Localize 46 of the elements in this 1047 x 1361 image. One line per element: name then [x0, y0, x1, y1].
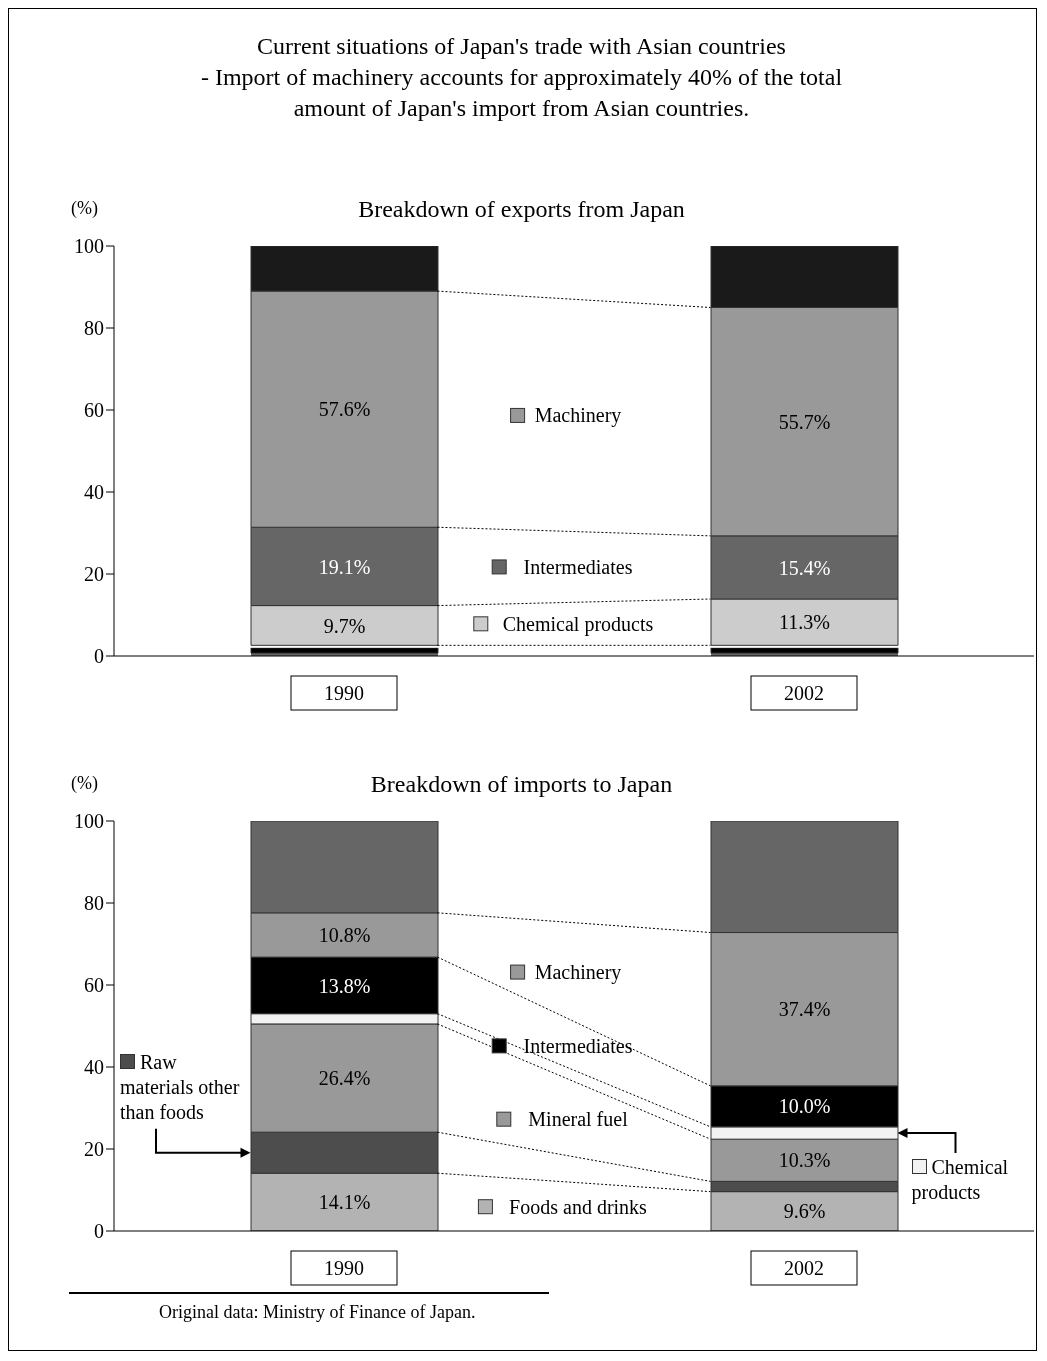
legend-label: Machinery: [534, 961, 622, 985]
data-label: 13.8%: [318, 974, 371, 997]
legend-label: Foods and drinks: [509, 1195, 648, 1218]
x-tick-label: 2002: [784, 682, 824, 704]
legend-label: Chemical products: [911, 1155, 1010, 1205]
y-tick-label: 20: [84, 1138, 104, 1161]
y-tick-label: 60: [84, 974, 104, 997]
data-label: 19.1%: [318, 555, 371, 578]
data-label: 10.8%: [318, 924, 371, 947]
text: Current situations of Japan's trade with Asian countries: [256, 32, 787, 61]
legend-label: Machinery: [534, 404, 622, 428]
data-label: 55.7%: [778, 410, 831, 433]
legend-label: Intermediates: [523, 555, 633, 578]
x-tick-label: 1990: [324, 682, 364, 704]
y-tick-label: 100: [74, 810, 104, 833]
chart-title: Breakdown of exports from Japan: [358, 196, 685, 222]
text: - Import of machinery accounts for approximately 40% of the total amount of Japan's import from Asian countries.: [199, 63, 844, 123]
data-label: 15.4%: [778, 556, 831, 579]
data-label: 9.7%: [323, 614, 366, 637]
y-tick-label: 0: [94, 645, 104, 668]
y-axis-title: (%): [71, 198, 98, 219]
chart-title: Breakdown of imports to Japan: [370, 771, 673, 797]
legend-label: Chemical products: [502, 612, 654, 636]
x-tick-label: 2002: [784, 1257, 824, 1279]
y-tick-label: 80: [84, 892, 104, 915]
data-label: 57.6%: [318, 398, 371, 421]
data-label: 11.3%: [779, 611, 830, 634]
legend-label: Mineral fuel: [528, 1108, 629, 1131]
text: Original data: Ministry of Finance of Japan.: [158, 1302, 477, 1323]
y-tick-label: 60: [84, 399, 104, 422]
legend-label: Raw materials other than foods: [120, 1049, 240, 1125]
y-tick-label: 80: [84, 317, 104, 340]
y-tick-label: 40: [84, 1056, 104, 1079]
legend-label: Intermediates: [523, 1034, 633, 1057]
y-tick-label: 40: [84, 481, 104, 504]
y-tick-label: 0: [94, 1220, 104, 1243]
y-axis-title: (%): [71, 773, 98, 794]
data-label: 37.4%: [778, 998, 831, 1021]
y-tick-label: 100: [74, 235, 104, 258]
data-label: 14.1%: [318, 1191, 371, 1214]
data-label: 10.3%: [778, 1149, 831, 1172]
y-tick-label: 20: [84, 563, 104, 586]
data-label: 26.4%: [318, 1067, 371, 1090]
data-label: 9.6%: [783, 1200, 826, 1223]
data-label: 10.0%: [778, 1095, 831, 1118]
x-tick-label: 1990: [324, 1257, 364, 1279]
